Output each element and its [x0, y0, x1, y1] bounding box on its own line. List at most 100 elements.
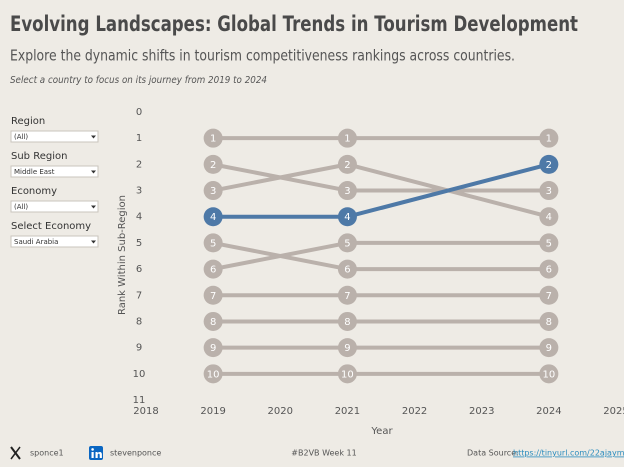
point-label: 10: [542, 369, 555, 380]
point: [203, 338, 223, 358]
linkedin-handle: stevenponce: [110, 449, 161, 458]
title: Evolving Landscapes: Global Trends in To…: [10, 12, 578, 36]
point-label: 4: [546, 212, 552, 223]
point: [539, 338, 559, 358]
point: [203, 311, 223, 331]
point-label: 5: [344, 238, 350, 249]
point-label: 1: [210, 134, 216, 145]
filter-dropdown[interactable]: Saudi Arabia: [10, 235, 99, 248]
dropdown-arrow[interactable]: [91, 240, 96, 244]
point: [203, 259, 223, 279]
point: [539, 259, 559, 279]
dropdown-box[interactable]: [10, 200, 99, 213]
dropdown-arrow[interactable]: [91, 135, 96, 139]
dropdown-box[interactable]: [10, 165, 99, 178]
dropdown-arrow[interactable]: [91, 170, 96, 174]
point-label: 2: [210, 160, 216, 171]
y-tick-label: 10: [133, 369, 146, 380]
x-tick-label: 2020: [268, 406, 293, 417]
chart: Rank Within Sub-Region Year 0 1 2 3 4 5 6 7 8 9 10…: [117, 107, 624, 437]
point: [203, 181, 223, 201]
y-tick-label: 5: [136, 238, 142, 249]
y-axis-label: Rank Within Sub-Region: [117, 195, 128, 315]
point-label: 7: [210, 291, 216, 302]
point: [203, 233, 223, 253]
x-icon: [10, 446, 21, 460]
point: [337, 181, 357, 201]
dropdown-arrow[interactable]: [91, 205, 96, 209]
point-label: 7: [546, 291, 552, 302]
point: [539, 233, 559, 253]
point-label: 8: [344, 317, 350, 328]
point: [337, 311, 357, 331]
subtitle: Explore the dynamic shifts in tourism co…: [10, 47, 515, 65]
point: [337, 233, 357, 253]
linkedin-icon: [89, 446, 103, 460]
dropdown-value[interactable]: Middle East: [14, 168, 55, 176]
dropdown-value[interactable]: (All): [14, 203, 28, 211]
point: [203, 207, 223, 227]
filter-dropdown[interactable]: Middle East: [10, 165, 99, 178]
x-tick-label: 2018: [133, 406, 158, 417]
twitter-handle: sponce1: [30, 449, 64, 458]
x-tick-label: 2019: [200, 406, 225, 417]
y-tick-label: 8: [136, 316, 142, 327]
filter-dropdown[interactable]: (All): [10, 130, 99, 143]
y-tick-label: 7: [136, 290, 142, 301]
point: [539, 311, 559, 331]
filter-label: Economy: [11, 186, 57, 197]
point-label: 2: [546, 160, 552, 171]
point: [337, 207, 357, 227]
point-label: 10: [341, 369, 354, 380]
y-tick-label: 9: [136, 343, 142, 354]
point: [539, 285, 559, 305]
filter-dropdown[interactable]: (All): [10, 200, 99, 213]
y-tick-label: 6: [136, 264, 142, 275]
point-label: 8: [546, 317, 552, 328]
x-tick-label: 2021: [335, 406, 360, 417]
point-label: 3: [546, 186, 552, 197]
point-label: 5: [210, 238, 216, 249]
instruction: Select a country to focus on its journey…: [10, 75, 267, 86]
x-tick-label: 2024: [536, 406, 561, 417]
filter-label: Sub Region: [11, 151, 67, 162]
x-tick-label: 2023: [469, 406, 494, 417]
source-label: Data Source:: [467, 449, 519, 458]
point: [539, 181, 559, 201]
point-label: 1: [344, 134, 350, 145]
point: [539, 364, 559, 384]
dropdown-box[interactable]: [10, 130, 99, 143]
point: [337, 128, 357, 148]
footer: sponce1 stevenponce #B2VB Week 11 Data S…: [10, 446, 624, 460]
point-label: 9: [344, 343, 350, 354]
point-label: 7: [344, 291, 350, 302]
point-label: 5: [546, 238, 552, 249]
x-axis-label: Year: [370, 426, 393, 437]
dropdown-value[interactable]: Saudi Arabia: [14, 238, 58, 246]
filters: Region (All) Sub Region Middle East Economy (…: [10, 116, 99, 248]
point-label: 10: [207, 369, 220, 380]
y-tick-label: 2: [136, 159, 142, 170]
point: [337, 154, 357, 174]
dropdown-box[interactable]: [10, 235, 99, 248]
source-link[interactable]: https://tinyurl.com/22ajaymp: [513, 449, 624, 458]
point-label: 4: [344, 212, 350, 223]
point-label: 8: [210, 317, 216, 328]
y-tick-label: 1: [136, 133, 142, 144]
point-label: 9: [210, 343, 216, 354]
dropdown-value[interactable]: (All): [14, 133, 28, 141]
point: [203, 285, 223, 305]
point-label: 3: [210, 186, 216, 197]
point-label: 3: [344, 186, 350, 197]
filter-label: Select Economy: [11, 221, 91, 232]
y-tick-label: 3: [136, 186, 142, 197]
filter-label: Region: [11, 116, 45, 127]
point: [337, 338, 357, 358]
point: [539, 128, 559, 148]
point-label: 4: [210, 212, 216, 223]
x-tick-label: 2022: [402, 406, 427, 417]
point-label: 9: [546, 343, 552, 354]
point-label: 6: [344, 265, 350, 276]
